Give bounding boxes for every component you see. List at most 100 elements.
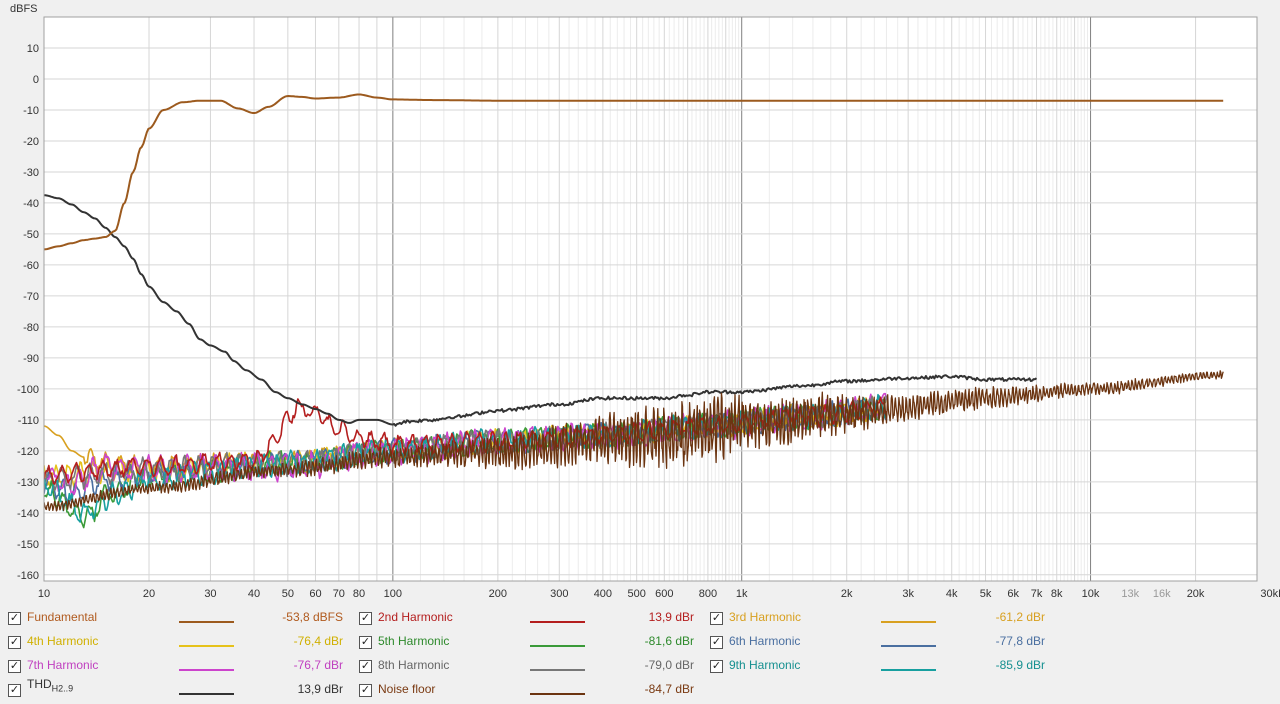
y-tick-label: -20: [23, 136, 39, 148]
x-tick-label: 20: [143, 588, 155, 600]
y-tick-label: -90: [23, 353, 39, 365]
y-tick-labels: 10 0 -10 -20 -30 -40 -50 -60 -70 -80 -90 -100 -110 -1…: [17, 43, 39, 582]
fundamental-checkbox[interactable]: ✓: [8, 612, 21, 625]
legend-value-h8: -79,0 dBr: [644, 658, 694, 672]
series-thd: [44, 194, 1038, 427]
x-tick-label: 400: [594, 588, 612, 600]
y-tick-label: -30: [23, 167, 39, 179]
legend-label-h7: 7th Harmonic: [27, 658, 99, 672]
x-tick-label: 80: [353, 588, 365, 600]
legend-value-h6: -77,8 dBr: [995, 634, 1045, 648]
legend-value-h4: -76,4 dBr: [293, 634, 343, 648]
thd-label-sub: H2..9: [51, 683, 74, 694]
x-tick-label: 8k: [1051, 588, 1063, 600]
series-noise: [44, 370, 1224, 512]
y-tick-label: -120: [17, 446, 39, 458]
x-tick-label: 16k: [1153, 588, 1171, 600]
h7-checkbox[interactable]: ✓: [8, 660, 21, 673]
x-tick-label: 60: [309, 588, 321, 600]
x-tick-label: 10: [38, 588, 50, 600]
legend-label-h4: 4th Harmonic: [27, 634, 99, 648]
series-fundamental: [44, 93, 1224, 251]
legend-label-thd: THDH2..9: [27, 677, 73, 693]
y-axis-title: dBFS: [10, 3, 38, 15]
x-tick-label: 20k: [1187, 588, 1205, 600]
thd-label-main: THD: [27, 677, 52, 691]
legend-label-h6: 6th Harmonic: [729, 634, 801, 648]
x-tick-label: 30: [204, 588, 216, 600]
legend-swatch-h9: [881, 669, 936, 671]
x-tick-label: 3k: [902, 588, 914, 600]
x-tick-label: 800: [699, 588, 717, 600]
legend-label-h2: 2nd Harmonic: [378, 610, 453, 624]
legend-swatch-h3: [881, 621, 936, 623]
y-tick-label: -60: [23, 260, 39, 272]
x-tick-label: 300: [550, 588, 568, 600]
y-tick-label: -40: [23, 198, 39, 210]
legend-value-noise: -84,7 dBr: [644, 682, 694, 696]
y-tick-label: -10: [23, 105, 39, 117]
x-tick-label: 40: [248, 588, 260, 600]
grid: [43, 16, 1258, 581]
y-tick-label: -140: [17, 508, 39, 520]
x-tick-label: 4k: [946, 588, 958, 600]
legend-label-h3: 3rd Harmonic: [729, 610, 802, 624]
x-tick-label: 600: [655, 588, 673, 600]
x-tick-label: 500: [628, 588, 646, 600]
y-tick-label: -110: [18, 415, 39, 427]
thd-checkbox[interactable]: ✓: [8, 684, 21, 697]
legend-value-h5: -81,6 dBr: [644, 634, 694, 648]
x-tick-label: 200: [489, 588, 507, 600]
y-tick-label: -150: [17, 539, 39, 551]
x-tick-label: 70: [333, 588, 345, 600]
x-tick-label: 30kHz: [1260, 588, 1280, 600]
legend-swatch-h6: [881, 645, 936, 647]
h5-checkbox[interactable]: ✓: [359, 636, 372, 649]
legend-swatch-h4: [179, 645, 234, 647]
y-tick-label: -160: [17, 570, 39, 582]
legend-value-h2: 13,9 dBr: [648, 610, 694, 624]
legend-swatch-h8: [530, 669, 585, 671]
legend-swatch-h5: [530, 645, 585, 647]
legend: ✓ Fundamental -53,8 dBFS ✓ 2nd Harmonic …: [0, 605, 1280, 704]
y-tick-label: -100: [17, 384, 39, 396]
y-tick-label: 10: [27, 43, 39, 55]
noise-checkbox[interactable]: ✓: [359, 684, 372, 697]
legend-swatch-noise: [530, 693, 585, 695]
x-tick-label: 7k: [1031, 588, 1043, 600]
legend-label-h9: 9th Harmonic: [729, 658, 801, 672]
h6-checkbox[interactable]: ✓: [710, 636, 723, 649]
legend-value-h9: -85,9 dBr: [995, 658, 1045, 672]
x-tick-label: 50: [282, 588, 294, 600]
legend-value-h3: -61,2 dBr: [995, 610, 1045, 624]
frequency-response-chart: 100-10-20-30-40-50-60-70-80-90-100-110-1…: [10, 3, 1280, 600]
x-tick-label: 13k: [1121, 588, 1139, 600]
h2-checkbox[interactable]: ✓: [359, 612, 372, 625]
series-layer: [44, 93, 1224, 529]
legend-value-thd: 13,9 dBr: [297, 682, 343, 696]
legend-label-h5: 5th Harmonic: [378, 634, 450, 648]
legend-swatch-h2: [530, 621, 585, 623]
legend-label-noise: Noise floor: [378, 682, 436, 696]
x-tick-label: 5k: [980, 588, 992, 600]
legend-label-fundamental: Fundamental: [27, 610, 98, 624]
x-tick-label: 1k: [736, 588, 748, 600]
y-tick-label: -50: [23, 229, 39, 241]
y-tick-label: -80: [23, 322, 39, 334]
y-tick-label: -70: [23, 291, 39, 303]
h3-checkbox[interactable]: ✓: [710, 612, 723, 625]
h8-checkbox[interactable]: ✓: [359, 660, 372, 673]
legend-label-h8: 8th Harmonic: [378, 658, 450, 672]
legend-value-fundamental: -53,8 dBFS: [282, 610, 343, 624]
y-tick-label: -130: [17, 477, 39, 489]
h4-checkbox[interactable]: ✓: [8, 636, 21, 649]
y-tick-label: 0: [33, 74, 39, 86]
legend-swatch-thd: [179, 693, 234, 695]
x-tick-label: 10k: [1082, 588, 1100, 600]
x-tick-labels: 10 20 30 40 50 60 70 80 100 200 300 400 500 600 800 1k 2…: [38, 588, 1280, 600]
legend-swatch-h7: [179, 669, 234, 671]
legend-swatch-fundamental: [179, 621, 234, 623]
x-tick-label: 100: [384, 588, 402, 600]
h9-checkbox[interactable]: ✓: [710, 660, 723, 673]
x-tick-label: 2k: [841, 588, 853, 600]
